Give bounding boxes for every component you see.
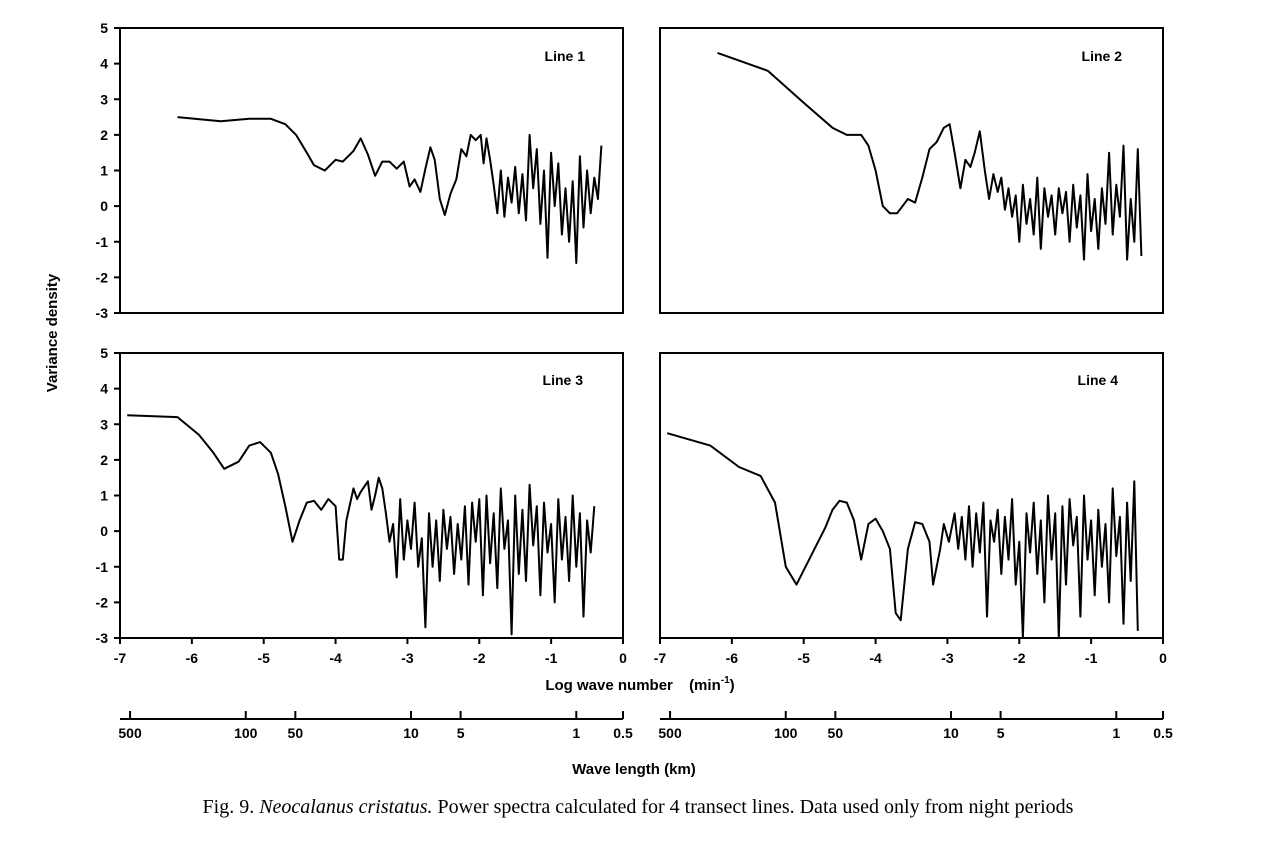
x-tick-label: -4: [329, 650, 342, 666]
panel-frame: [119, 352, 624, 639]
y-tick-label: 3: [100, 91, 108, 107]
y-tick-label: -2: [96, 269, 109, 285]
wavelength-tick-label: 100: [774, 725, 798, 741]
x-tick-label: -1: [545, 650, 558, 666]
x-tick-label: -3: [401, 650, 414, 666]
wavelength-tick-label: 500: [658, 725, 682, 741]
x-tick-label: -6: [186, 650, 199, 666]
y-ticks: -3 -2 -1 0 1 2 3 4 5: [96, 345, 120, 646]
wavelength-tick-label: 500: [118, 725, 142, 741]
y-tick-label: 1: [100, 488, 108, 504]
series-line-4: [666, 432, 1139, 639]
wavelength-tick-label: 50: [828, 725, 844, 741]
panel-label: Line 1: [545, 48, 586, 64]
y-tick-label: -1: [96, 559, 109, 575]
x-axis-title: Log wave number (min-1): [545, 675, 734, 694]
y-tick-label: -3: [96, 305, 109, 321]
x-tick-label: -1: [1085, 650, 1098, 666]
panel-line-2: Line 2: [659, 27, 1164, 314]
wavelength-axis-left: 500 100 50 10 5 1 0.5: [118, 711, 633, 741]
y-tick-label: -3: [96, 630, 109, 646]
wavelength-tick-label: 1: [572, 725, 580, 741]
wavelength-tick-label: 10: [943, 725, 959, 741]
x-axis-title-main: Log wave number: [545, 677, 673, 694]
y-tick-label: 4: [100, 381, 108, 397]
wavelength-axis-right: 500 100 50 10 5 1 0.5: [658, 711, 1173, 741]
series-line-3: [127, 414, 596, 636]
y-ticks: -3 -2 -1 0 1 2 3 4 5: [96, 20, 120, 321]
panel-label: Line 4: [1078, 372, 1119, 388]
y-tick-label: 5: [100, 20, 108, 36]
caption-text: Power spectra calculated for 4 transect …: [437, 796, 1074, 818]
y-tick-label: 4: [100, 56, 108, 72]
y-tick-label: 2: [100, 127, 108, 143]
y-tick-label: 3: [100, 416, 108, 432]
caption-prefix: Fig. 9.: [202, 796, 255, 818]
panel-line-1: Line 1 -3 -2 -1 0 1 2 3 4 5: [96, 20, 624, 321]
x-tick-label: -7: [114, 650, 127, 666]
panel-line-4: Line 4 -7 -6 -5 -4 -3 -2 -1 0: [654, 352, 1167, 666]
panel-frame: [659, 27, 1164, 314]
panel-line-3: Line 3 -3 -2 -1 0 1 2 3 4 5 -7 -6 -5 -4 -3 -2 -1 0: [96, 345, 628, 666]
caption-species: Neocalanus cristatus.: [259, 796, 433, 818]
panel-frame: [119, 27, 624, 314]
x-ticks: -7 -6 -5 -4 -3 -2 -1 0: [114, 638, 627, 666]
x-tick-label: 0: [1159, 650, 1167, 666]
y-axis-title: Variance density: [44, 273, 61, 392]
wavelength-tick-label: 0.5: [613, 725, 633, 741]
y-tick-label: 0: [100, 523, 108, 539]
x-tick-label: 0: [619, 650, 627, 666]
x-tick-label: -3: [941, 650, 954, 666]
x-tick-label: -2: [1013, 650, 1026, 666]
panel-label: Line 2: [1082, 48, 1123, 64]
wavelength-axis-title: Wave length (km): [572, 761, 696, 778]
x-ticks: -7 -6 -5 -4 -3 -2 -1 0: [654, 638, 1167, 666]
y-tick-label: -2: [96, 594, 109, 610]
panel-frame: [659, 352, 1164, 639]
figure-caption: Fig. 9. Neocalanus cristatus. Power spec…: [0, 796, 1276, 819]
y-tick-label: 2: [100, 452, 108, 468]
x-tick-label: -4: [869, 650, 882, 666]
series-line-2: [717, 51, 1143, 261]
x-axis-title-unit-close: ): [730, 677, 735, 694]
wavelength-tick-label: 0.5: [1153, 725, 1173, 741]
y-tick-label: 1: [100, 163, 108, 179]
wavelength-tick-label: 10: [403, 725, 419, 741]
y-tick-label: 0: [100, 198, 108, 214]
wavelength-tick-label: 50: [288, 725, 304, 741]
x-axis-title-unit: (min: [689, 677, 721, 694]
x-tick-label: -6: [726, 650, 739, 666]
wavelength-tick-label: 100: [234, 725, 258, 741]
y-tick-label: -1: [96, 234, 109, 250]
wavelength-tick-label: 5: [457, 725, 465, 741]
x-tick-label: -7: [654, 650, 667, 666]
x-tick-label: -5: [257, 650, 270, 666]
x-axis-title-unit-exp: -1: [721, 675, 730, 686]
wavelength-tick-label: 1: [1112, 725, 1120, 741]
x-tick-label: -5: [797, 650, 810, 666]
wavelength-tick-label: 5: [997, 725, 1005, 741]
series-line-1: [177, 116, 603, 265]
x-tick-label: -2: [473, 650, 486, 666]
panel-label: Line 3: [543, 372, 584, 388]
y-tick-label: 5: [100, 345, 108, 361]
